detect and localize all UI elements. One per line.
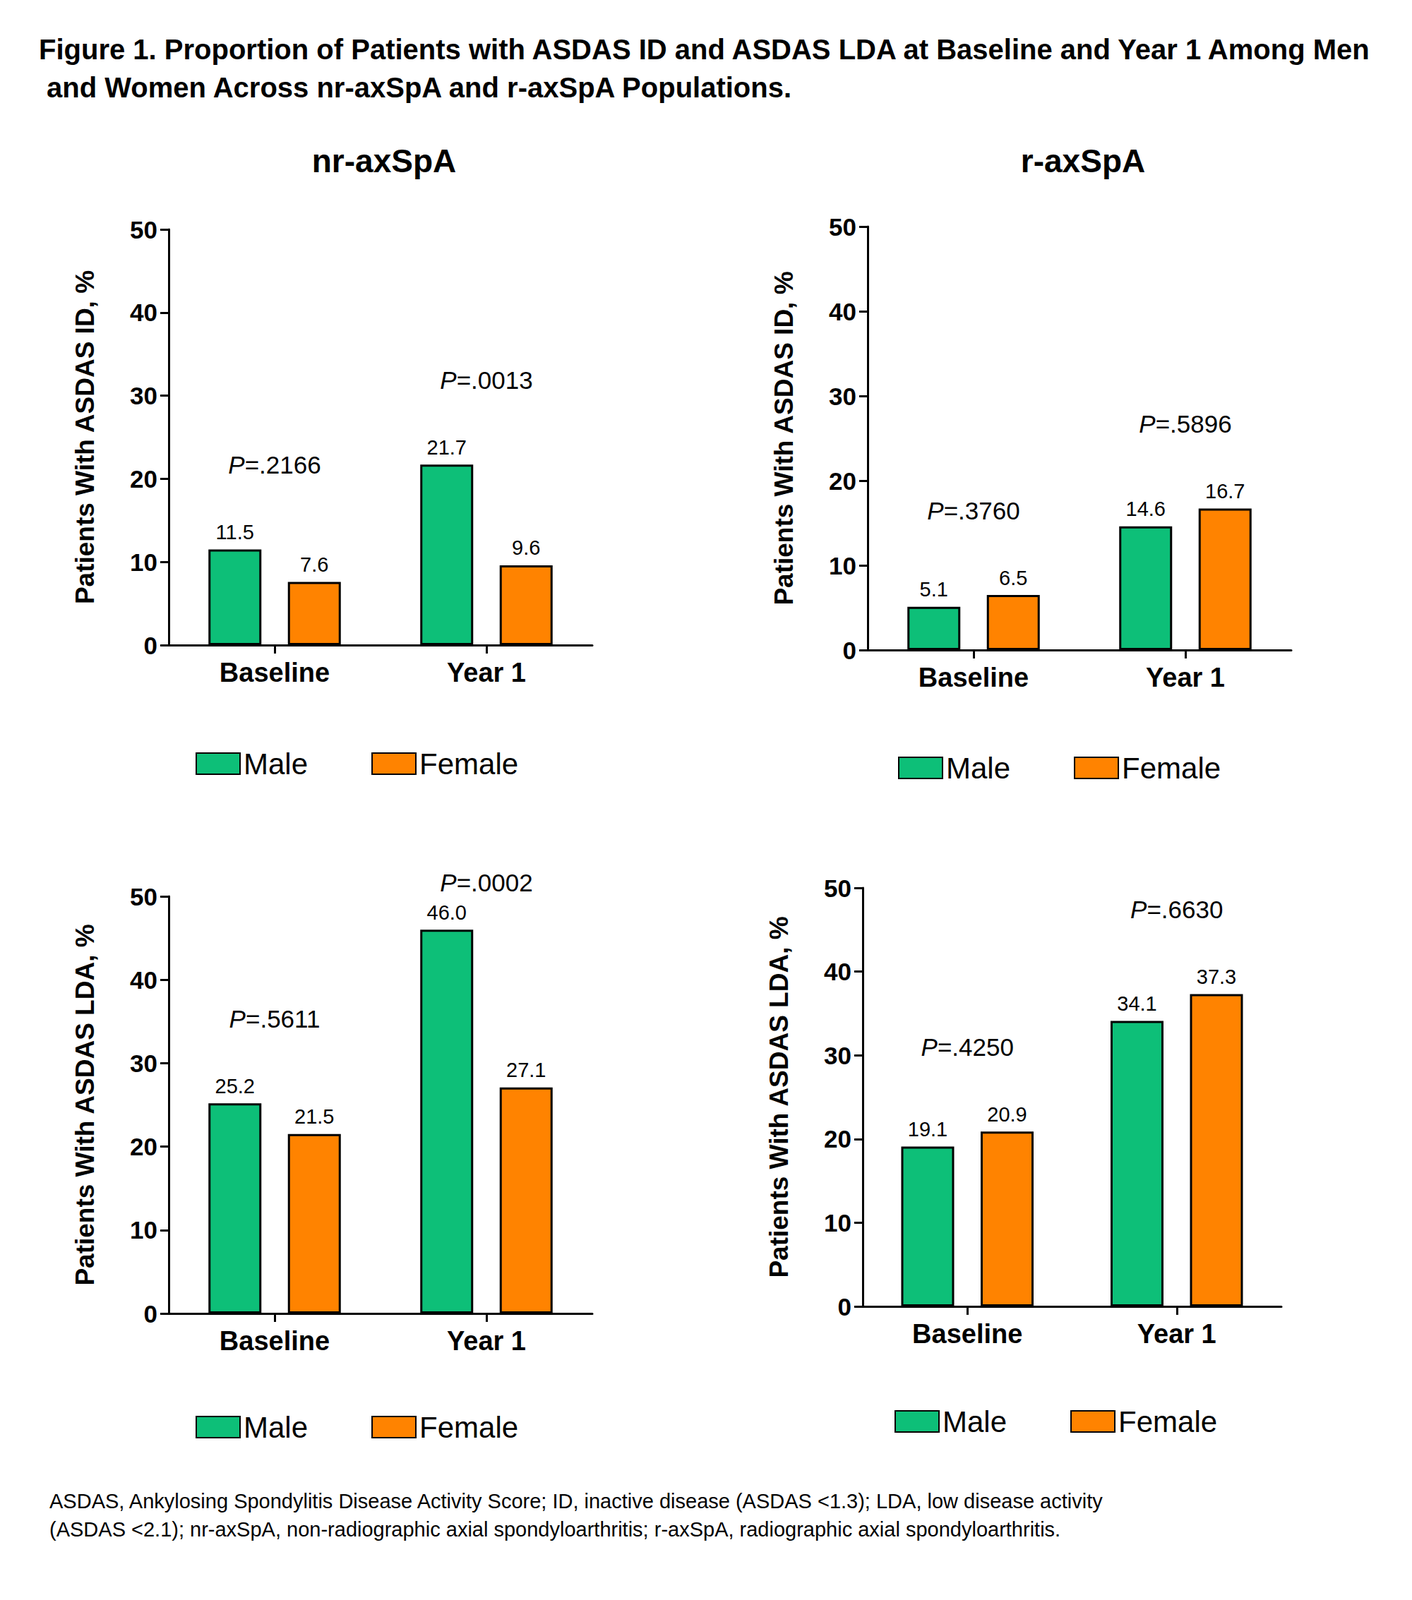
svg-text:=.0002: =.0002 <box>456 869 534 897</box>
svg-text:37.3: 37.3 <box>1196 965 1237 989</box>
svg-text:Male: Male <box>942 1405 1007 1439</box>
svg-text:P: P <box>439 366 457 394</box>
svg-text:0: 0 <box>838 1293 852 1321</box>
svg-text:ASDAS, Ankylosing Spondylitis: ASDAS, Ankylosing Spondylitis Disease Ac… <box>49 1490 1109 1513</box>
svg-text:20: 20 <box>129 465 158 493</box>
svg-text:20.9: 20.9 <box>986 1103 1027 1127</box>
svg-text:25.2: 25.2 <box>215 1075 255 1098</box>
svg-text:Male: Male <box>946 751 1011 786</box>
svg-text:7.6: 7.6 <box>300 553 329 577</box>
svg-text:Baseline: Baseline <box>219 657 330 688</box>
svg-text:10: 10 <box>828 552 857 580</box>
svg-text:=.2166: =.2166 <box>244 451 322 479</box>
svg-text:40: 40 <box>129 298 158 327</box>
svg-text:P: P <box>228 451 245 479</box>
svg-text:21.7: 21.7 <box>427 436 467 459</box>
svg-text:=.6630: =.6630 <box>1146 895 1223 924</box>
svg-text:nr-axSpA: nr-axSpA <box>312 142 457 180</box>
svg-text:P: P <box>229 1005 247 1033</box>
svg-text:0: 0 <box>144 1300 158 1328</box>
svg-text:50: 50 <box>129 883 158 911</box>
svg-text:9.6: 9.6 <box>511 536 541 560</box>
svg-text:P: P <box>926 497 944 525</box>
svg-text:11.5: 11.5 <box>216 521 255 544</box>
svg-text:Female: Female <box>1121 751 1221 786</box>
svg-text:46.0: 46.0 <box>427 901 467 925</box>
svg-text:Patients With ASDAS ID, %: Patients With ASDAS ID, % <box>769 271 799 606</box>
svg-text:Patients With ASDAS LDA, %: Patients With ASDAS LDA, % <box>764 916 794 1278</box>
svg-text:=.5896: =.5896 <box>1155 410 1232 438</box>
svg-text:Year 1: Year 1 <box>1137 1319 1217 1350</box>
svg-text:20: 20 <box>828 467 857 495</box>
svg-text:21.5: 21.5 <box>294 1105 334 1129</box>
svg-text:Baseline: Baseline <box>918 662 1029 693</box>
svg-text:and Women Across nr-axSpA and: and Women Across nr-axSpA and r-axSpA Po… <box>38 72 792 104</box>
svg-text:P: P <box>1138 410 1156 438</box>
svg-text:Male: Male <box>243 1411 308 1445</box>
svg-text:=.5611: =.5611 <box>245 1005 320 1033</box>
svg-text:Female: Female <box>419 747 519 781</box>
svg-text:6.5: 6.5 <box>998 566 1028 590</box>
svg-text:r-axSpA: r-axSpA <box>1020 142 1146 180</box>
svg-text:Year 1: Year 1 <box>446 657 526 688</box>
svg-text:Female: Female <box>419 1411 519 1445</box>
svg-text:27.1: 27.1 <box>506 1059 546 1082</box>
svg-text:Patients With ASDAS LDA, %: Patients With ASDAS LDA, % <box>70 924 100 1286</box>
svg-text:Baseline: Baseline <box>912 1319 1023 1350</box>
svg-text:30: 30 <box>129 381 158 410</box>
svg-text:30: 30 <box>828 382 857 411</box>
svg-text:50: 50 <box>129 216 158 244</box>
svg-text:(ASDAS <2.1); nr-axSpA, non-ra: (ASDAS <2.1); nr-axSpA, non-radiographic… <box>49 1518 1061 1542</box>
svg-text:40: 40 <box>828 297 857 326</box>
svg-text:0: 0 <box>144 631 158 660</box>
svg-text:10: 10 <box>823 1209 852 1237</box>
svg-text:34.1: 34.1 <box>1116 992 1157 1016</box>
svg-text:20: 20 <box>823 1125 852 1153</box>
svg-text:Baseline: Baseline <box>219 1326 330 1357</box>
svg-text:Year 1: Year 1 <box>446 1326 526 1357</box>
svg-text:=.3760: =.3760 <box>943 497 1021 525</box>
svg-text:30: 30 <box>129 1049 158 1078</box>
svg-text:19.1: 19.1 <box>907 1118 948 1141</box>
svg-text:P: P <box>1130 895 1148 924</box>
svg-text:Patients With ASDAS ID, %: Patients With ASDAS ID, % <box>70 270 100 605</box>
svg-text:50: 50 <box>823 874 852 903</box>
svg-text:40: 40 <box>823 958 852 986</box>
svg-text:Male: Male <box>243 747 308 781</box>
svg-text:=.4250: =.4250 <box>937 1033 1014 1062</box>
svg-text:P: P <box>439 869 457 897</box>
svg-text:10: 10 <box>129 548 158 577</box>
svg-text:40: 40 <box>129 966 158 995</box>
svg-text:P: P <box>921 1033 939 1062</box>
svg-text:Figure 1. Proportion of Patien: Figure 1. Proportion of Patients with AS… <box>38 33 1370 65</box>
svg-text:20: 20 <box>129 1133 158 1161</box>
svg-text:16.7: 16.7 <box>1205 480 1245 503</box>
svg-text:5.1: 5.1 <box>919 578 949 601</box>
svg-text:=.0013: =.0013 <box>456 366 534 394</box>
svg-text:10: 10 <box>129 1216 158 1244</box>
svg-text:14.6: 14.6 <box>1126 497 1166 521</box>
svg-text:Year 1: Year 1 <box>1145 662 1225 693</box>
svg-text:50: 50 <box>828 213 857 241</box>
svg-text:30: 30 <box>823 1042 852 1070</box>
svg-text:Female: Female <box>1118 1405 1218 1439</box>
svg-text:0: 0 <box>842 636 857 665</box>
